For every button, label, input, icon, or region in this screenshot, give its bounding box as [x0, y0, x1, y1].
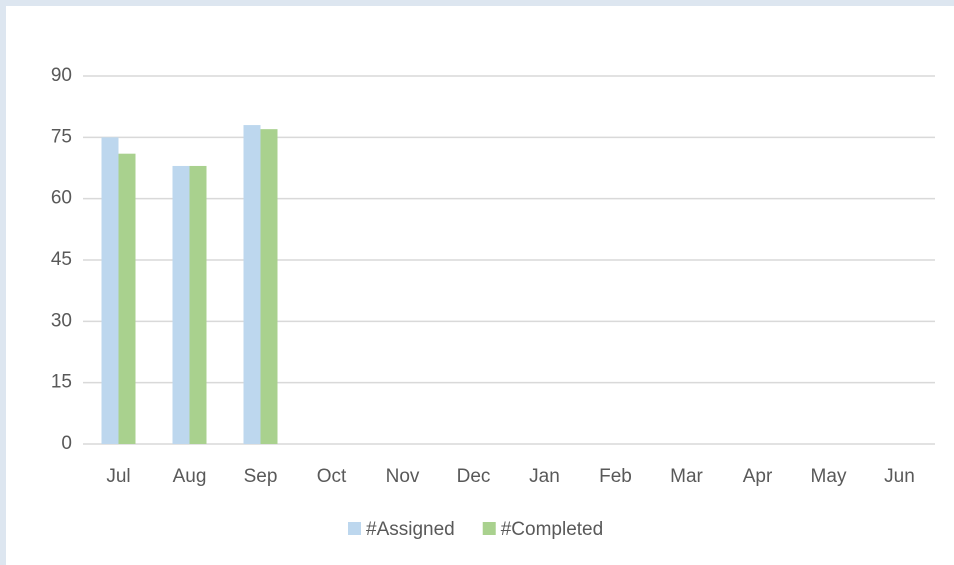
y-tick-label: 90 [51, 65, 72, 86]
legend-swatch [482, 522, 496, 535]
x-tick-label: Aug [173, 466, 207, 487]
x-tick-label: Nov [386, 466, 420, 487]
x-tick-label: Oct [317, 466, 347, 487]
legend-swatch [348, 522, 361, 535]
x-tick-label: Dec [457, 466, 491, 487]
x-tick-label: May [811, 466, 847, 487]
chart-panel [6, 6, 954, 565]
x-tick-label: Jun [884, 466, 915, 487]
y-tick-label: 0 [61, 433, 72, 454]
bar [172, 165, 190, 444]
bar [101, 137, 119, 445]
x-tick-label: Jul [106, 466, 130, 487]
legend-label: #Completed [501, 519, 603, 540]
x-tick-label: Sep [244, 466, 278, 487]
legend-label: #Assigned [366, 519, 455, 540]
bar [118, 153, 136, 444]
y-tick-label: 45 [51, 249, 72, 270]
x-tick-label: Apr [743, 466, 773, 487]
bar [189, 165, 207, 444]
bar [243, 125, 261, 445]
y-tick-label: 30 [51, 310, 72, 331]
y-tick-label: 75 [51, 126, 72, 147]
bar [260, 129, 278, 444]
x-tick-label: Mar [670, 466, 703, 487]
x-tick-label: Jan [529, 466, 560, 487]
x-tick-label: Feb [599, 466, 632, 487]
y-tick-label: 60 [51, 188, 72, 209]
y-tick-label: 15 [51, 372, 72, 393]
